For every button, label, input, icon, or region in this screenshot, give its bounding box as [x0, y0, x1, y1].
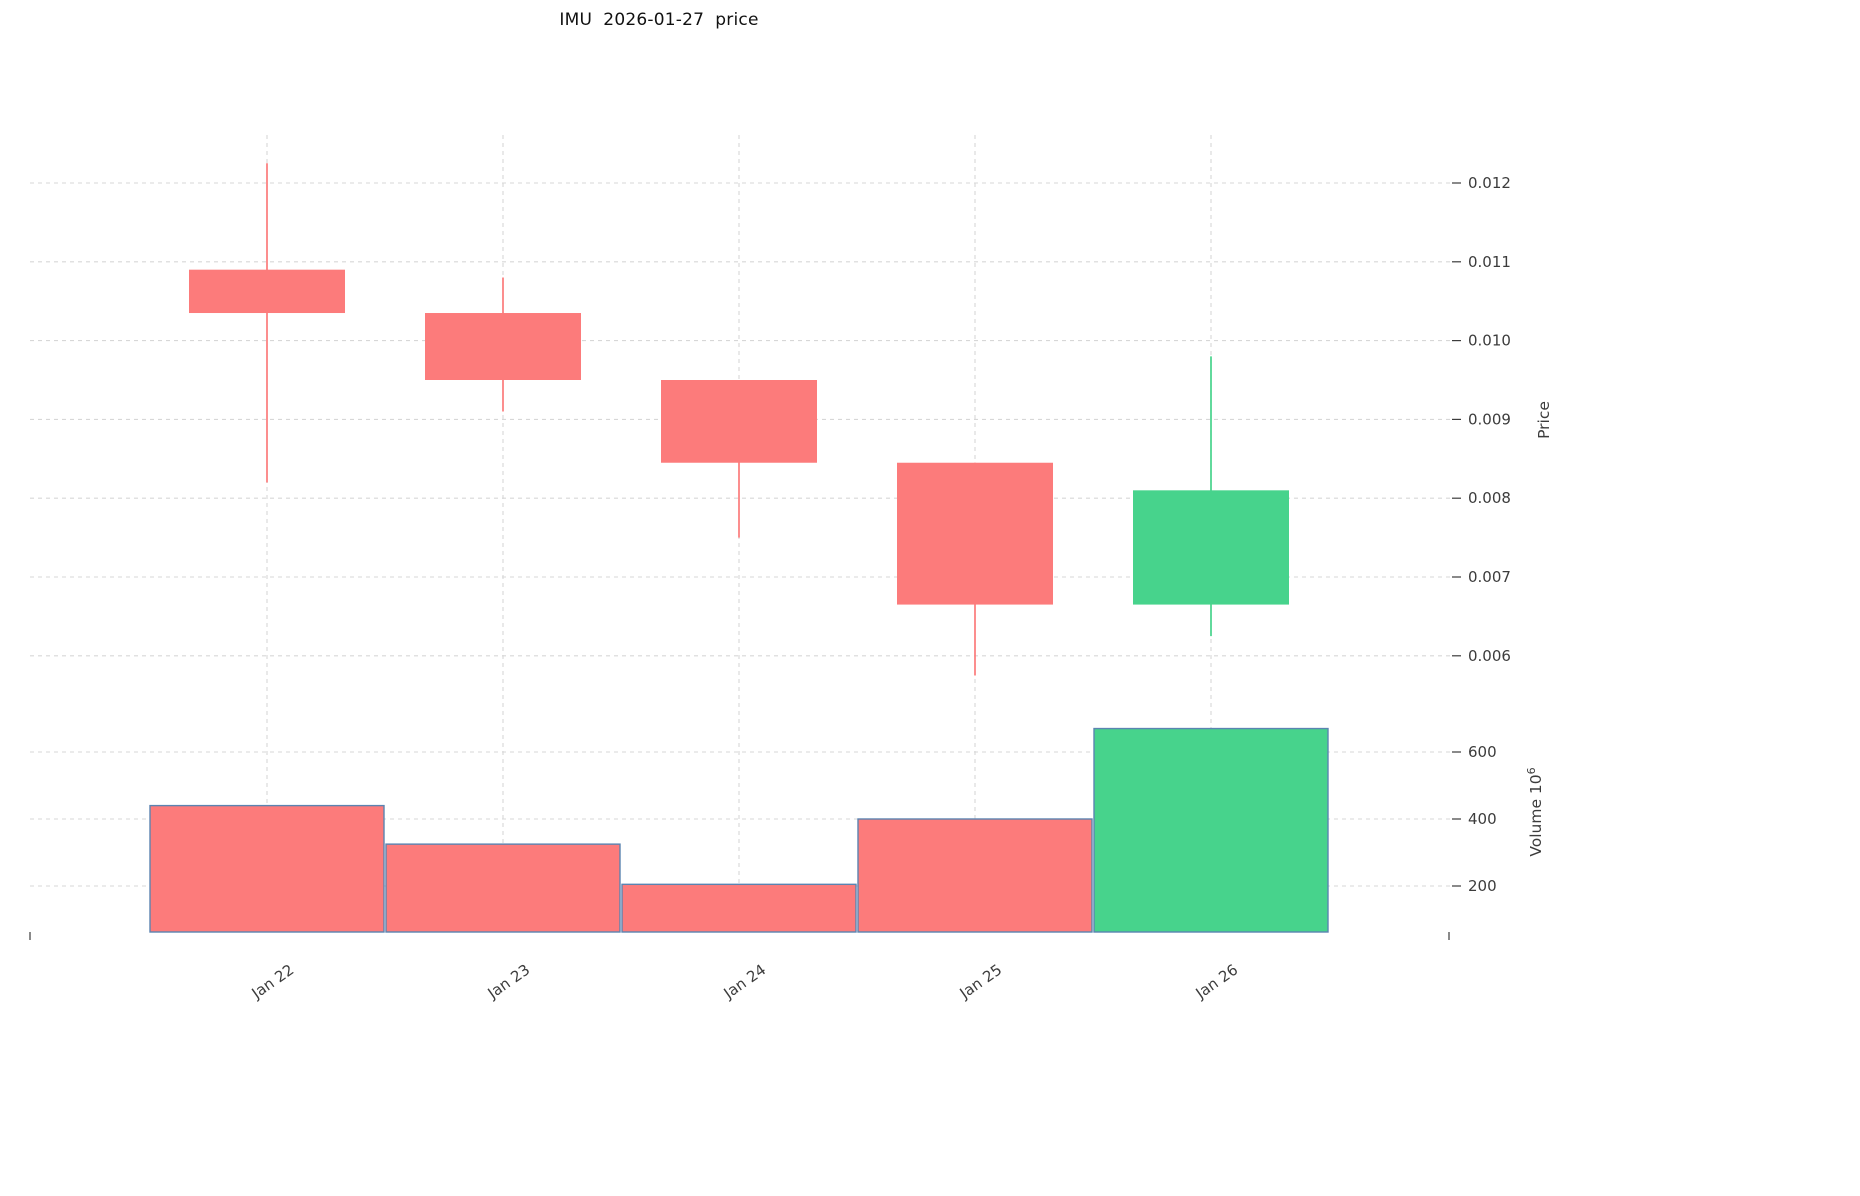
x-tick-label: Jan 25: [956, 961, 1006, 1003]
price-tick-label: 0.012: [1468, 174, 1511, 192]
price-tick-label: 0.010: [1468, 332, 1511, 350]
candle-body: [897, 462, 1053, 605]
volume-bar: [149, 804, 385, 933]
x-tick-label: Jan 24: [720, 961, 770, 1003]
volume-bar: [857, 818, 1093, 933]
x-tick-label: Jan 23: [484, 961, 534, 1003]
price-axis-label: Price: [1535, 401, 1553, 439]
volume-tick-label: 600: [1468, 743, 1497, 761]
x-tick-label: Jan 26: [1192, 961, 1242, 1003]
price-tick-label: 0.006: [1468, 647, 1511, 665]
volume-axis-label: Volume 106: [1525, 767, 1545, 856]
x-tick-label: Jan 22: [248, 961, 298, 1003]
candle-body: [1133, 490, 1289, 605]
volume-tick-label: 200: [1468, 877, 1497, 895]
price-tick-label: 0.008: [1468, 489, 1511, 507]
chart-title: IMU 2026-01-27 price: [559, 10, 759, 30]
volume-tick-label: 400: [1468, 810, 1497, 828]
volume-bar: [1093, 727, 1329, 933]
candle-body: [425, 313, 581, 380]
volume-bar: [385, 843, 621, 933]
volume-bar: [621, 883, 857, 933]
candle-layer: [189, 163, 1289, 676]
candle-body: [189, 269, 345, 314]
price-tick-label: 0.009: [1468, 410, 1511, 428]
price-tick-label: 0.007: [1468, 568, 1511, 586]
price-tick-label: 0.011: [1468, 253, 1511, 271]
candle-body: [661, 380, 817, 463]
volume-layer: [149, 727, 1329, 933]
